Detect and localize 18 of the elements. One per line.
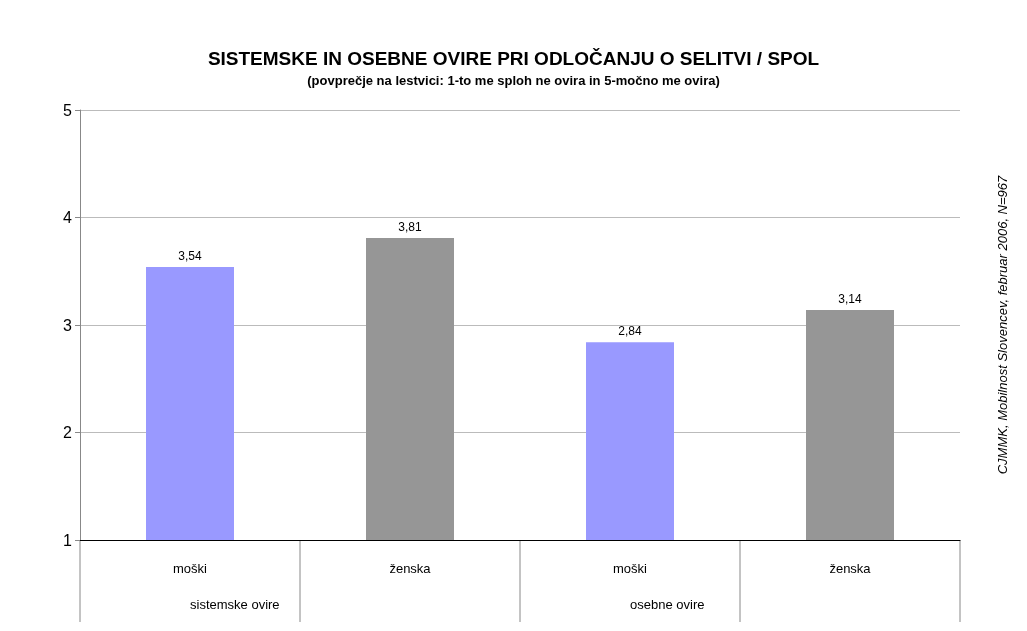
y-tick-label: 2 <box>63 424 73 441</box>
y-tick-label: 1 <box>63 531 73 549</box>
y-tick-label: 4 <box>63 209 73 226</box>
data-label: 3,54 <box>178 248 202 263</box>
x-tick-label: ženska <box>829 561 872 576</box>
data-label: 3,81 <box>398 219 422 234</box>
x-tick-label: ženska <box>389 561 432 576</box>
text: osebne ovire <box>630 597 705 612</box>
x-tick-label: moški <box>613 561 648 576</box>
chart-subtitle: (povprečje na lestvici: 1-to me sploh ne ovira in 5-močno me ovira) <box>307 73 720 88</box>
y-tick-label: 3 <box>63 316 73 334</box>
text: CJMMK, Mobilnost Slovencev, februar 2006, N=967 <box>994 174 1010 475</box>
x-tick-label: moški <box>173 561 208 576</box>
data-label: 3,14 <box>838 291 862 306</box>
chart-title: SISTEMSKE IN OSEBNE OVIRE PRI ODLOČANJU O SELITVI / SPOL <box>207 48 820 69</box>
data-label: 2,84 <box>618 324 642 339</box>
y-tick-label: 5 <box>63 101 73 119</box>
text: sistemske ovire <box>190 597 280 612</box>
